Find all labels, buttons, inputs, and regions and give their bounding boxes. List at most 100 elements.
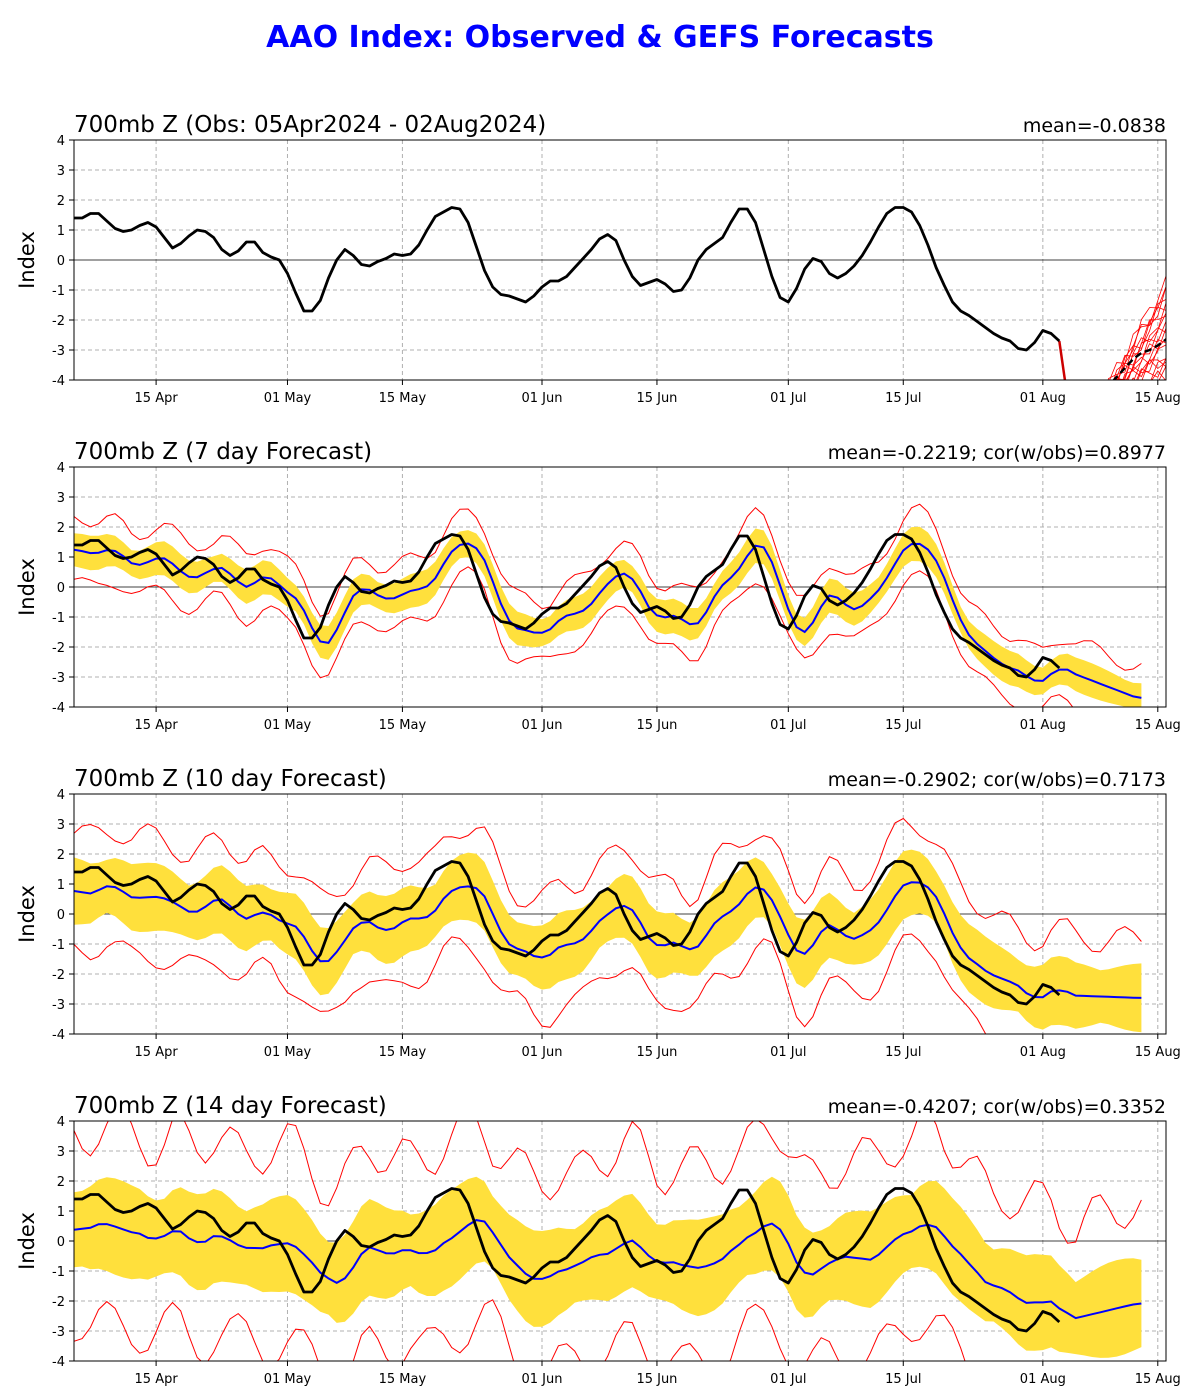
panel-title: 700mb Z (14 day Forecast) bbox=[74, 1093, 387, 1119]
y-tick-label: -4 bbox=[52, 1355, 65, 1370]
y-tick-label: -2 bbox=[52, 641, 65, 656]
x-tick-label: 15 Jul bbox=[885, 1045, 921, 1060]
ensemble-member-line bbox=[1107, 286, 1166, 380]
x-tick-label: 01 Jun bbox=[522, 1045, 563, 1060]
x-tick-label: 15 Jul bbox=[885, 718, 921, 733]
ensemble-mean-line bbox=[74, 1219, 1142, 1320]
x-tick-label: 15 May bbox=[379, 391, 427, 406]
plot-area bbox=[74, 817, 1142, 1034]
figure-title: AAO Index: Observed & GEFS Forecasts bbox=[266, 20, 934, 55]
x-tick-label: 01 Jul bbox=[770, 1372, 806, 1387]
spread-band bbox=[74, 1176, 1142, 1358]
x-tick-label: 15 Aug bbox=[1135, 1372, 1181, 1387]
y-tick-label: -4 bbox=[52, 701, 65, 716]
panel-stat: mean=-0.4207; cor(w/obs)=0.3352 bbox=[828, 1096, 1166, 1118]
x-tick-label: 15 Aug bbox=[1135, 391, 1181, 406]
x-tick-label: 15 May bbox=[379, 1372, 427, 1387]
ensemble-member-line bbox=[1122, 338, 1166, 380]
y-tick-label: 2 bbox=[57, 848, 65, 863]
y-tick-label: 4 bbox=[57, 134, 65, 149]
x-tick-label: 01 May bbox=[264, 718, 312, 733]
ensemble-member-line bbox=[1115, 306, 1166, 380]
y-tick-label: -3 bbox=[52, 998, 65, 1013]
y-tick-label: 4 bbox=[57, 461, 65, 476]
panel-title: 700mb Z (10 day Forecast) bbox=[74, 766, 387, 792]
x-tick-label: 01 Jul bbox=[770, 1045, 806, 1060]
panel-title: 700mb Z (Obs: 05Apr2024 - 02Aug2024) bbox=[74, 112, 546, 138]
observed-line bbox=[74, 533, 1061, 679]
x-tick-label: 15 Apr bbox=[135, 1372, 179, 1387]
plot-area bbox=[74, 1121, 1142, 1361]
spread-band bbox=[74, 526, 1142, 707]
y-tick-label: -4 bbox=[52, 374, 65, 389]
x-tick-label: 01 Aug bbox=[1020, 1372, 1066, 1387]
upper-member-line bbox=[74, 1121, 1142, 1244]
x-tick-label: 15 Aug bbox=[1135, 1045, 1181, 1060]
x-tick-label: 15 Apr bbox=[135, 391, 179, 406]
x-tick-label: 01 May bbox=[264, 391, 312, 406]
y-tick-label: 0 bbox=[57, 1235, 65, 1250]
y-axis-label: Index bbox=[15, 885, 39, 943]
observed-line bbox=[74, 1187, 1061, 1333]
y-tick-label: -3 bbox=[52, 344, 65, 359]
y-tick-label: 2 bbox=[57, 521, 65, 536]
x-tick-label: 15 Jun bbox=[636, 1045, 677, 1060]
ensemble-member-line bbox=[1116, 327, 1166, 380]
x-tick-label: 15 Jul bbox=[885, 1372, 921, 1387]
y-tick-label: 0 bbox=[57, 254, 65, 269]
x-tick-label: 15 May bbox=[379, 718, 427, 733]
y-axis-label: Index bbox=[15, 558, 39, 616]
y-tick-label: 2 bbox=[57, 194, 65, 209]
panel-stat: mean=-0.0838 bbox=[1023, 115, 1166, 137]
y-tick-label: -1 bbox=[52, 284, 65, 299]
panel-title: 700mb Z (7 day Forecast) bbox=[74, 439, 372, 465]
panel-2: -4 -3 -2 -1 0 1 2 3 4 15 Apr 01 May 15 May 01 Jun 15 … bbox=[15, 439, 1181, 733]
ensemble-member-line bbox=[1118, 298, 1166, 380]
y-tick-label: -2 bbox=[52, 968, 65, 983]
y-tick-label: 0 bbox=[57, 908, 65, 923]
lower-member-line bbox=[74, 566, 1074, 707]
ensemble-member-line bbox=[1151, 370, 1166, 380]
y-tick-label: -2 bbox=[52, 314, 65, 329]
y-tick-label: -2 bbox=[52, 1295, 65, 1310]
y-tick-label: -1 bbox=[52, 1265, 65, 1280]
ensemble-member-line bbox=[1127, 327, 1166, 380]
y-axis-label: Index bbox=[15, 231, 39, 289]
x-tick-label: 01 May bbox=[264, 1045, 312, 1060]
panel-stat: mean=-0.2219; cor(w/obs)=0.8977 bbox=[828, 442, 1166, 464]
y-tick-label: 3 bbox=[57, 491, 65, 506]
y-tick-label: 0 bbox=[57, 581, 65, 596]
spread-band bbox=[74, 849, 1142, 1033]
y-tick-label: -4 bbox=[52, 1028, 65, 1043]
ensemble-member-line bbox=[1137, 359, 1166, 380]
lower-member-line bbox=[74, 933, 987, 1034]
x-tick-label: 01 Aug bbox=[1020, 391, 1066, 406]
y-tick-label: 4 bbox=[57, 788, 65, 803]
y-tick-label: 1 bbox=[57, 224, 65, 239]
x-tick-label: 01 Jul bbox=[770, 391, 806, 406]
y-tick-label: 4 bbox=[57, 1115, 65, 1130]
y-axis-label: Index bbox=[15, 1212, 39, 1270]
observed-line bbox=[74, 860, 1061, 1006]
ensemble-mean-line bbox=[74, 542, 1142, 699]
forecast-drop-line bbox=[1058, 340, 1067, 380]
y-tick-label: 3 bbox=[57, 164, 65, 179]
x-tick-label: 15 May bbox=[379, 1045, 427, 1060]
y-tick-label: 1 bbox=[57, 878, 65, 893]
x-tick-label: 15 Jun bbox=[636, 391, 677, 406]
panel-4: -4 -3 -2 -1 0 1 2 3 4 15 Apr 01 May 15 May 01 Jun 15 … bbox=[15, 1093, 1181, 1387]
x-tick-label: 01 Aug bbox=[1020, 1045, 1066, 1060]
grid bbox=[74, 140, 1166, 380]
panel-1: -4 -3 -2 -1 0 1 2 3 4 15 Apr 01 May 15 May 01 Jun 15 … bbox=[15, 112, 1181, 406]
plot-area bbox=[74, 206, 1166, 380]
y-tick-label: 1 bbox=[57, 551, 65, 566]
y-tick-label: -1 bbox=[52, 938, 65, 953]
x-tick-label: 15 Aug bbox=[1135, 718, 1181, 733]
ensemble-member-line bbox=[1114, 320, 1166, 380]
upper-member-line bbox=[74, 817, 1142, 953]
y-tick-label: 3 bbox=[57, 1145, 65, 1160]
panel-stat: mean=-0.2902; cor(w/obs)=0.7173 bbox=[828, 769, 1166, 791]
lower-member-line bbox=[74, 1299, 966, 1361]
y-tick-label: -3 bbox=[52, 671, 65, 686]
